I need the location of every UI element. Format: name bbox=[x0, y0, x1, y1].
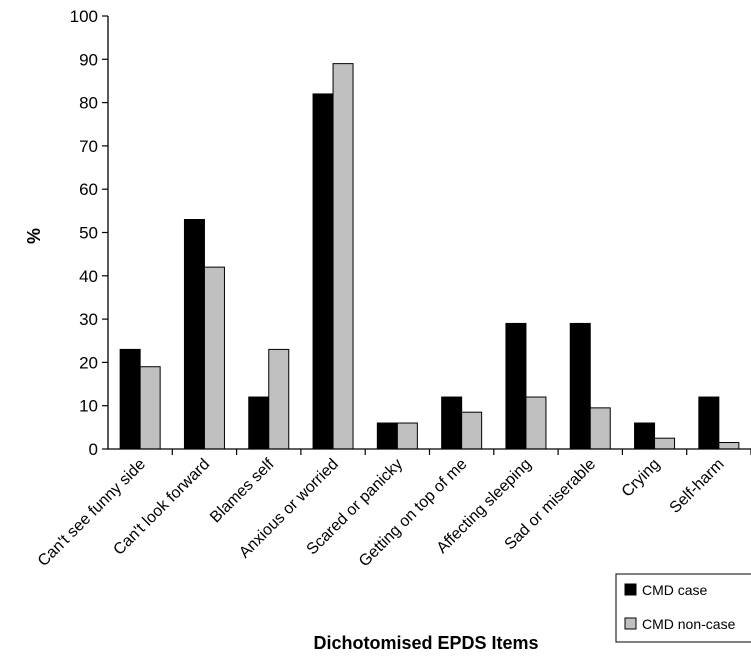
y-tick-label: 20 bbox=[79, 353, 98, 372]
y-axis-ticks: 0 10 20 30 40 50 60 70 80 90 100 bbox=[70, 7, 108, 459]
category-label: Blames self bbox=[207, 455, 278, 526]
category-label: Self-harm bbox=[667, 456, 728, 517]
y-tick-label: 100 bbox=[70, 7, 98, 26]
legend-label-case: CMD case bbox=[642, 582, 708, 598]
bar-case bbox=[698, 396, 720, 450]
y-tick-label: 70 bbox=[79, 137, 98, 156]
y-tick-label: 10 bbox=[79, 397, 98, 416]
category-label: Crying bbox=[619, 456, 664, 501]
bar-noncase bbox=[203, 266, 225, 450]
legend-swatch-case bbox=[624, 583, 637, 596]
bar-case bbox=[441, 396, 463, 450]
category-label: Getting on top of me bbox=[356, 456, 471, 571]
y-tick-label: 50 bbox=[79, 224, 98, 243]
legend-label-noncase: CMD non-case bbox=[642, 616, 736, 632]
bar-noncase bbox=[718, 442, 740, 450]
bar-case bbox=[376, 422, 398, 450]
bar-noncase bbox=[589, 407, 611, 450]
y-tick-label: 80 bbox=[79, 94, 98, 113]
bar-noncase bbox=[525, 396, 547, 450]
y-tick-label: 30 bbox=[79, 310, 98, 329]
bar-case bbox=[505, 322, 527, 450]
bar-noncase bbox=[332, 63, 354, 450]
y-axis-title: % bbox=[24, 228, 44, 244]
bar-case bbox=[312, 93, 334, 450]
legend-swatch-noncase bbox=[624, 617, 637, 630]
bar-case bbox=[248, 396, 270, 450]
y-tick-label: 90 bbox=[79, 50, 98, 69]
bar-noncase bbox=[654, 437, 676, 450]
legend-box bbox=[615, 573, 751, 643]
bar-noncase bbox=[461, 411, 483, 450]
category-label: Can't see funny side bbox=[35, 456, 149, 570]
legend: CMD case CMD non-case bbox=[615, 573, 751, 643]
bar-case bbox=[569, 322, 591, 450]
y-tick-label: 40 bbox=[79, 267, 98, 286]
bar-noncase bbox=[139, 366, 161, 450]
bar-case bbox=[634, 422, 656, 450]
bars bbox=[119, 63, 751, 455]
bar-noncase bbox=[396, 422, 418, 450]
x-axis-title: Dichotomised EPDS Items bbox=[313, 633, 538, 653]
bar-case bbox=[183, 219, 205, 450]
y-tick-label: 60 bbox=[79, 180, 98, 199]
bar-noncase bbox=[268, 348, 290, 450]
y-tick-label: 0 bbox=[89, 440, 98, 459]
bar-case bbox=[119, 348, 141, 450]
